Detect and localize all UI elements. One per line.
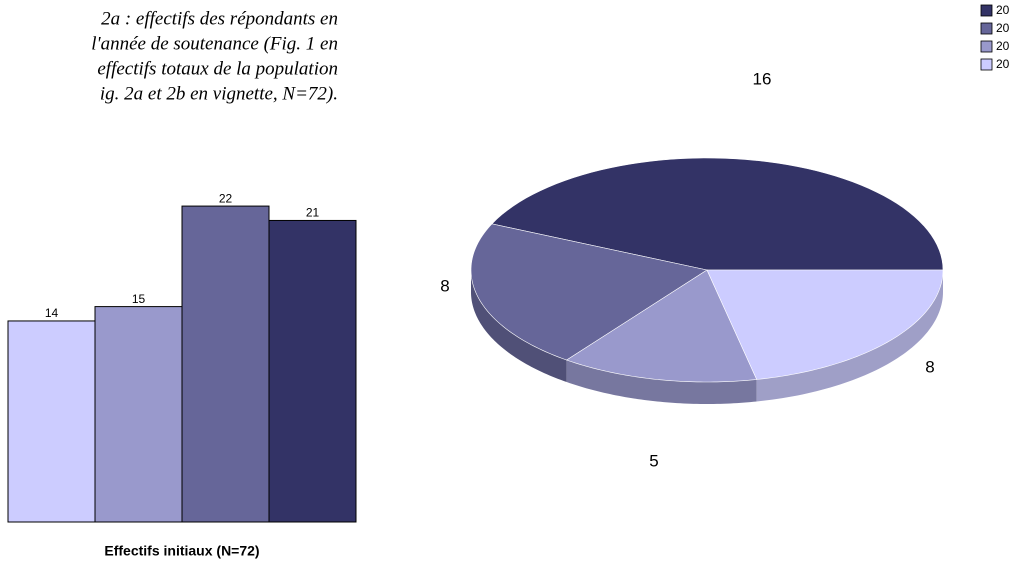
bar-title: Effectifs initiaux (N=72) <box>104 543 259 559</box>
caption-line: 2a : effectifs des répondants en <box>101 8 338 29</box>
bar <box>94 306 183 523</box>
bar <box>181 205 270 523</box>
pie-side <box>471 270 567 383</box>
caption-line: effectifs totaux de la population <box>97 58 338 79</box>
legend-swatch <box>980 22 993 35</box>
value-label: 15 <box>132 292 146 306</box>
value-label: 14 <box>45 306 59 320</box>
pie-slice <box>470 223 708 361</box>
pie-slice <box>565 269 758 383</box>
caption-line: l'année de soutenance (Fig. 1 en <box>91 33 338 54</box>
legend-swatch <box>980 4 993 17</box>
value-label: 8 <box>440 276 449 295</box>
legend-label: 2002 <box>996 57 1009 71</box>
bar <box>7 320 96 523</box>
pie-slice <box>706 269 944 380</box>
legend-label: 2004 <box>996 21 1009 35</box>
legend-label: 2005 <box>996 3 1009 17</box>
pie-side <box>566 360 757 404</box>
legend-label: 2003 <box>996 39 1009 53</box>
value-label: 5 <box>649 451 658 470</box>
value-label: 22 <box>219 191 233 205</box>
bar <box>268 219 357 523</box>
pie-slice <box>491 157 944 271</box>
pie-side <box>756 270 943 402</box>
caption-line: ig. 2a et 2b en vignette, N=72). <box>100 83 338 104</box>
legend-swatch <box>980 40 993 53</box>
value-label: 16 <box>753 69 772 88</box>
value-label: 8 <box>925 357 934 376</box>
legend-swatch <box>980 58 993 71</box>
value-label: 21 <box>306 206 320 220</box>
